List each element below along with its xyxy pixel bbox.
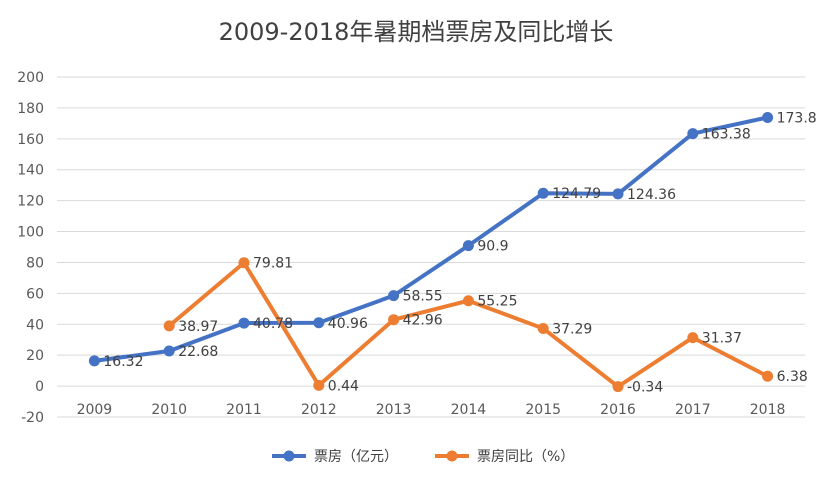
data-point	[163, 345, 175, 357]
x-tick-label: 2018	[750, 402, 786, 418]
x-tick-label: 2012	[301, 402, 337, 418]
y-tick-label: 120	[17, 194, 44, 210]
y-tick-label: 80	[26, 255, 44, 271]
gridlines	[57, 76, 805, 418]
data-point	[762, 111, 774, 123]
data-point	[612, 381, 624, 393]
data-label: 40.96	[328, 316, 368, 332]
y-tick-label: 40	[26, 317, 44, 333]
data-label: -0.34	[627, 380, 663, 396]
series-line-1	[92, 115, 770, 363]
data-label: 163.38	[702, 127, 751, 143]
y-tick-label: 160	[17, 132, 44, 148]
data-point	[313, 379, 325, 391]
data-point	[163, 320, 175, 332]
y-tick-label: -20	[21, 410, 44, 426]
legend: 票房（亿元） 票房同比（%）	[272, 449, 574, 465]
data-point	[687, 332, 699, 344]
x-tick-label: 2011	[226, 402, 262, 418]
y-tick-label: 140	[17, 163, 44, 179]
data-point	[537, 187, 549, 199]
data-label: 22.68	[178, 344, 218, 360]
data-label: 55.25	[477, 294, 517, 310]
y-tick-label: 60	[26, 286, 44, 302]
data-point	[388, 290, 400, 302]
y-tick-label: 0	[35, 379, 44, 395]
legend-marker	[283, 450, 295, 462]
legend-marker	[446, 450, 458, 462]
y-tick-label: 100	[17, 225, 44, 241]
data-label: 79.81	[253, 256, 293, 272]
data-label: 37.29	[552, 321, 592, 337]
legend-label-1: 票房（亿元）	[314, 449, 398, 465]
x-axis: 2009 2010 2011 2012 2013 2014 2015 2016 2017 2018	[77, 402, 786, 418]
series-group	[88, 111, 774, 393]
data-point	[762, 370, 774, 382]
data-point	[388, 314, 400, 326]
data-point	[238, 257, 250, 269]
data-label: 124.36	[627, 187, 676, 203]
x-tick-label: 2014	[451, 402, 487, 418]
data-label: 40.78	[253, 316, 293, 332]
data-label: 124.79	[552, 186, 601, 202]
data-label: 6.38	[777, 369, 808, 385]
x-tick-label: 2009	[77, 402, 113, 418]
x-tick-label: 2013	[376, 402, 412, 418]
x-tick-label: 2010	[151, 402, 187, 418]
data-point	[687, 128, 699, 140]
data-point	[88, 355, 100, 367]
x-tick-label: 2015	[525, 402, 561, 418]
data-point	[612, 188, 624, 200]
data-point	[462, 240, 474, 252]
data-label: 90.9	[477, 239, 508, 255]
data-label: 38.97	[178, 319, 218, 335]
x-tick-label: 2017	[675, 402, 711, 418]
data-label: 58.55	[403, 289, 443, 305]
data-point	[462, 295, 474, 307]
chart-title: 2009-2018年暑期档票房及同比增长	[219, 18, 614, 46]
x-tick-label: 2016	[600, 402, 636, 418]
data-label: 31.37	[702, 331, 742, 347]
data-label: 16.32	[103, 354, 143, 370]
y-tick-label: 180	[17, 101, 44, 117]
data-labels: 16.32 22.68 40.78 40.96 58.55 90.9 124.79 124.3…	[103, 110, 816, 395]
data-label: 173.8	[777, 110, 817, 126]
y-tick-label: 200	[17, 70, 44, 86]
y-tick-label: 20	[26, 348, 44, 364]
data-label: 42.96	[403, 313, 443, 329]
data-point	[313, 317, 325, 329]
legend-label-2: 票房同比（%）	[477, 449, 574, 465]
data-point	[238, 317, 250, 329]
data-label: 0.44	[328, 378, 359, 394]
data-point	[537, 322, 549, 334]
